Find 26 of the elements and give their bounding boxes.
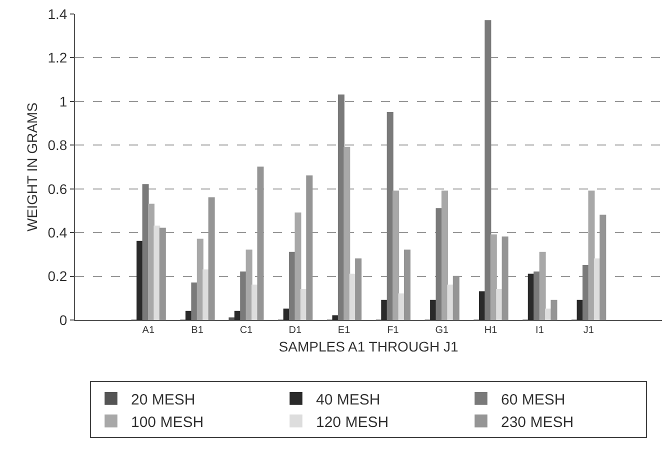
y-tick-label: 1.4 xyxy=(48,6,68,22)
x-tick-label: G1 xyxy=(435,325,449,336)
x-tick-label: D1 xyxy=(288,325,302,336)
legend-label: 40 MESH xyxy=(316,391,380,408)
y-tick-label: 0.6 xyxy=(48,180,68,197)
y-tick-label: 0 xyxy=(59,312,68,328)
x-tick-label: A1 xyxy=(142,325,155,336)
legend-label: 100 MESH xyxy=(131,414,204,431)
x-tick-label: H1 xyxy=(484,325,498,336)
legend-label: 230 MESH xyxy=(501,414,574,431)
x-axis-title: SAMPLES A1 THROUGH J1 xyxy=(278,338,458,354)
y-tick-label: 0.8 xyxy=(48,137,68,154)
legend-label: 60 MESH xyxy=(501,391,566,408)
x-tick-label: C1 xyxy=(240,325,254,336)
x-tick-label: E1 xyxy=(338,325,351,336)
x-tick-label: I1 xyxy=(536,325,544,336)
legend-label: 120 MESH xyxy=(316,414,389,431)
x-tick-label: B1 xyxy=(191,325,204,336)
y-axis-title: WEIGHT IN GRAMS xyxy=(24,102,40,232)
y-tick-label: 1.2 xyxy=(48,50,68,66)
y-tick-label: 0.2 xyxy=(48,268,68,284)
y-tick-label: 1 xyxy=(59,93,68,110)
y-tick-label: 0.4 xyxy=(48,224,68,240)
x-tick-label: J1 xyxy=(583,325,594,336)
legend-label: 20 MESH xyxy=(131,391,196,408)
x-tick-label: F1 xyxy=(387,325,400,336)
